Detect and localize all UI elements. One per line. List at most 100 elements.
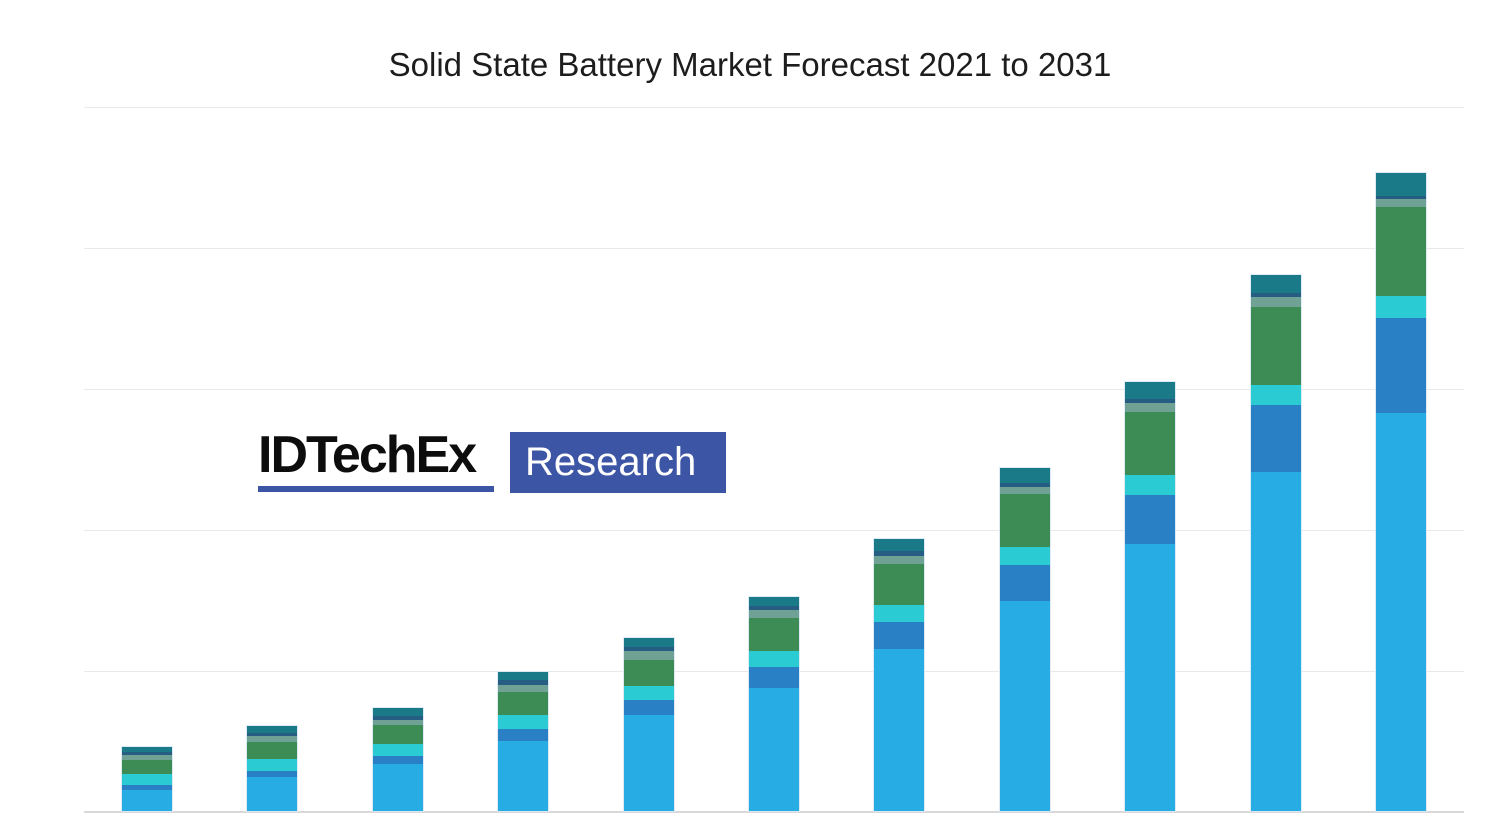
segment-medium-blue-2022 xyxy=(247,771,297,777)
x-axis-line xyxy=(84,811,1464,813)
segment-sage-green-2023 xyxy=(373,720,423,725)
segment-sage-green-2028 xyxy=(1000,487,1050,494)
segment-green-2025 xyxy=(624,660,674,686)
segment-light-blue-bottom-2024 xyxy=(498,741,548,811)
segment-green-2024 xyxy=(498,692,548,715)
segment-green-2022 xyxy=(247,742,297,759)
segment-dark-slate-blue-2022 xyxy=(247,733,297,736)
segment-green-2021 xyxy=(122,760,172,774)
segment-light-blue-bottom-2028 xyxy=(1000,601,1050,811)
segment-dark-slate-blue-2026 xyxy=(749,606,799,610)
segment-teal-top-2031 xyxy=(1376,173,1426,196)
segment-light-blue-bottom-2030 xyxy=(1251,472,1301,811)
segment-medium-blue-2024 xyxy=(498,729,548,741)
segment-sage-green-2021 xyxy=(122,755,172,760)
segment-medium-blue-2028 xyxy=(1000,565,1050,601)
segment-green-2030 xyxy=(1251,307,1301,385)
segment-turquoise-2029 xyxy=(1125,475,1175,495)
bar-2026 xyxy=(749,597,799,811)
segment-green-2023 xyxy=(373,725,423,744)
segment-medium-blue-2026 xyxy=(749,667,799,688)
segment-light-blue-bottom-2025 xyxy=(624,715,674,811)
logo-research-box: Research xyxy=(510,432,726,493)
segment-teal-top-2026 xyxy=(749,597,799,606)
segment-light-blue-bottom-2026 xyxy=(749,688,799,811)
segment-sage-green-2026 xyxy=(749,610,799,618)
segment-turquoise-2025 xyxy=(624,686,674,700)
bar-2028 xyxy=(1000,468,1050,811)
idtechex-logo: IDTechEx Research xyxy=(258,426,726,494)
bar-2029 xyxy=(1125,382,1175,811)
bar-2021 xyxy=(122,747,172,811)
segment-light-blue-bottom-2023 xyxy=(373,764,423,811)
segment-sage-green-2031 xyxy=(1376,199,1426,207)
segment-teal-top-2025 xyxy=(624,638,674,647)
bar-2024 xyxy=(498,672,548,811)
segment-teal-top-2021 xyxy=(122,747,172,752)
segment-light-blue-bottom-2022 xyxy=(247,777,297,811)
segment-teal-top-2028 xyxy=(1000,468,1050,483)
bar-2025 xyxy=(624,638,674,811)
segment-light-blue-bottom-2021 xyxy=(122,790,172,811)
segment-teal-top-2024 xyxy=(498,672,548,680)
logo-brand-text: IDTechEx xyxy=(258,426,477,484)
segment-turquoise-2031 xyxy=(1376,296,1426,318)
segment-dark-slate-blue-2030 xyxy=(1251,293,1301,297)
segment-sage-green-2025 xyxy=(624,651,674,660)
segment-sage-green-2022 xyxy=(247,736,297,742)
segment-sage-green-2024 xyxy=(498,685,548,692)
segment-light-blue-bottom-2031 xyxy=(1376,413,1426,811)
logo-brand-block: IDTechEx xyxy=(258,426,494,492)
segment-teal-top-2029 xyxy=(1125,382,1175,399)
segment-green-2026 xyxy=(749,618,799,651)
logo-research-text: Research xyxy=(525,440,697,484)
plot-area xyxy=(84,107,1464,813)
segment-turquoise-2028 xyxy=(1000,547,1050,565)
segment-turquoise-2021 xyxy=(122,774,172,785)
segment-medium-blue-2029 xyxy=(1125,495,1175,544)
segment-medium-blue-2021 xyxy=(122,785,172,790)
segment-light-blue-bottom-2027 xyxy=(874,649,924,811)
segment-dark-slate-blue-2023 xyxy=(373,716,423,720)
segment-sage-green-2027 xyxy=(874,556,924,564)
segment-teal-top-2022 xyxy=(247,726,297,733)
segment-green-2031 xyxy=(1376,207,1426,296)
logo-underline xyxy=(258,486,494,492)
bar-2030 xyxy=(1251,275,1301,811)
segment-green-2027 xyxy=(874,564,924,605)
segment-turquoise-2030 xyxy=(1251,385,1301,405)
segment-teal-top-2027 xyxy=(874,539,924,551)
segment-sage-green-2029 xyxy=(1125,403,1175,412)
segment-turquoise-2022 xyxy=(247,759,297,771)
segment-medium-blue-2031 xyxy=(1376,318,1426,413)
segment-teal-top-2023 xyxy=(373,708,423,716)
segment-green-2028 xyxy=(1000,494,1050,547)
segment-dark-slate-blue-2025 xyxy=(624,647,674,651)
chart-title: Solid State Battery Market Forecast 2021… xyxy=(388,46,1112,83)
gridline xyxy=(84,248,1464,249)
segment-dark-slate-blue-2027 xyxy=(874,551,924,556)
segment-green-2029 xyxy=(1125,412,1175,475)
segment-dark-slate-blue-2024 xyxy=(498,680,548,685)
segment-turquoise-2023 xyxy=(373,744,423,756)
gridline xyxy=(84,530,1464,531)
bar-2031 xyxy=(1376,173,1426,811)
segment-turquoise-2024 xyxy=(498,715,548,729)
segment-dark-slate-blue-2021 xyxy=(122,752,172,755)
segment-turquoise-2026 xyxy=(749,651,799,667)
segment-turquoise-2027 xyxy=(874,605,924,622)
gridline xyxy=(84,107,1464,108)
gridline xyxy=(84,389,1464,390)
segment-dark-slate-blue-2029 xyxy=(1125,399,1175,403)
segment-medium-blue-2030 xyxy=(1251,405,1301,472)
segment-medium-blue-2025 xyxy=(624,700,674,715)
segment-dark-slate-blue-2028 xyxy=(1000,483,1050,487)
segment-sage-green-2030 xyxy=(1251,297,1301,307)
segment-medium-blue-2027 xyxy=(874,622,924,649)
bar-2023 xyxy=(373,708,423,811)
segment-teal-top-2030 xyxy=(1251,275,1301,293)
bar-2027 xyxy=(874,539,924,811)
segment-medium-blue-2023 xyxy=(373,756,423,764)
segment-light-blue-bottom-2029 xyxy=(1125,544,1175,811)
